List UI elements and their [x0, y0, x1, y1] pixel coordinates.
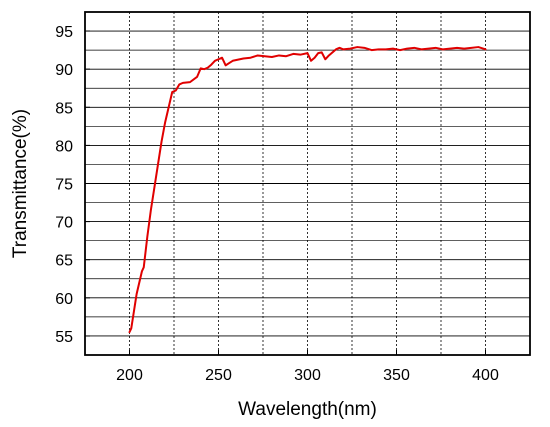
y-tick-label: 90 [55, 62, 73, 79]
y-tick-label: 85 [55, 100, 73, 117]
x-tick-label: 400 [472, 367, 499, 384]
x-tick-label: 350 [383, 367, 410, 384]
y-tick-label: 65 [55, 253, 73, 270]
grid-layer [85, 12, 530, 355]
y-axis-label: Transmittance(%) [10, 109, 31, 258]
y-tick-label: 70 [55, 215, 73, 232]
y-tick-label: 95 [55, 24, 73, 41]
y-tick-label: 75 [55, 177, 73, 194]
y-tick-label: 80 [55, 138, 73, 155]
x-tick-label: 300 [294, 367, 321, 384]
label-layer: Wavelength(nm) Transmittance(%) [10, 109, 377, 420]
x-tick-label: 250 [205, 367, 232, 384]
y-tick-label: 55 [55, 329, 73, 346]
y-tick-label: 60 [55, 291, 73, 308]
x-tick-label: 200 [116, 367, 143, 384]
x-axis-label: Wavelength(nm) [238, 399, 377, 420]
line-layer [128, 46, 487, 334]
transmittance-series-line [128, 46, 487, 334]
tick-layer: 200 250 300 350 400 55 60 65 70 75 80 85 90 95 [55, 24, 499, 384]
